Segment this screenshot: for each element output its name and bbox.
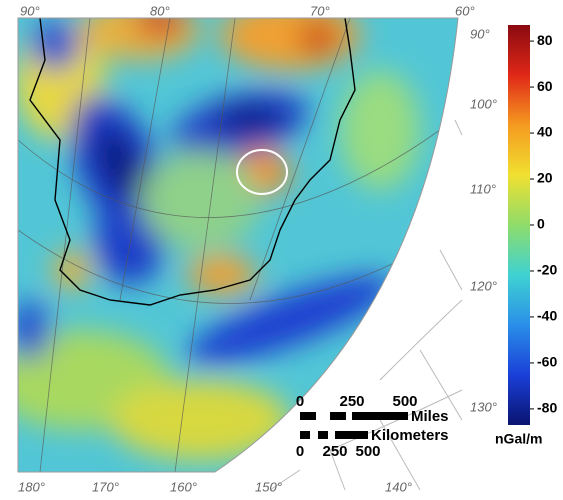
colorbar-tick-label: 20 [537,170,553,186]
lon-label: 90° [470,26,490,41]
lon-label: 180° [18,479,45,494]
lon-label: 120° [470,278,497,293]
lon-label: 70° [310,3,330,18]
scale-label: 500 [355,443,380,460]
lon-label: 130° [470,399,497,414]
lon-label: 80° [150,3,170,18]
scale-label: 0 [296,393,304,410]
lon-label: 140° [385,479,412,494]
lon-label: 110° [470,181,496,196]
lon-label: 90° [20,3,40,18]
lon-label: 100° [470,96,497,111]
colorbar-tick-label: -20 [537,262,557,278]
colorbar-tick-label: -40 [537,308,557,324]
lon-label: 170° [92,479,119,494]
scale-unit: Kilometers [371,427,449,444]
scale-label: 250 [322,443,347,460]
colorbar-tick-label: 0 [537,216,545,232]
colorbar-tick-label: 80 [537,32,553,48]
colorbar-unit: nGal/m [495,431,542,447]
scale-unit: Miles [411,408,449,425]
gravity-field [18,18,458,472]
scale-label: 250 [339,393,364,410]
lon-label: 60° [455,3,475,18]
lon-label: 160° [170,479,197,494]
graticule-outside [269,119,463,491]
scale-label: 0 [296,443,304,460]
colorbar-tick-label: 40 [537,124,553,140]
coastline [29,18,356,306]
colorbar [508,25,530,425]
scale-label: 500 [392,393,417,410]
lon-label: 150° [255,479,282,494]
colorbar-tick-label: -60 [537,354,557,370]
scale-bar [300,412,408,439]
map-frame [17,17,459,473]
colorbar-tick-label: -80 [537,400,557,416]
colorbar-tick-label: 60 [537,78,553,94]
highlight-circle [236,149,288,195]
